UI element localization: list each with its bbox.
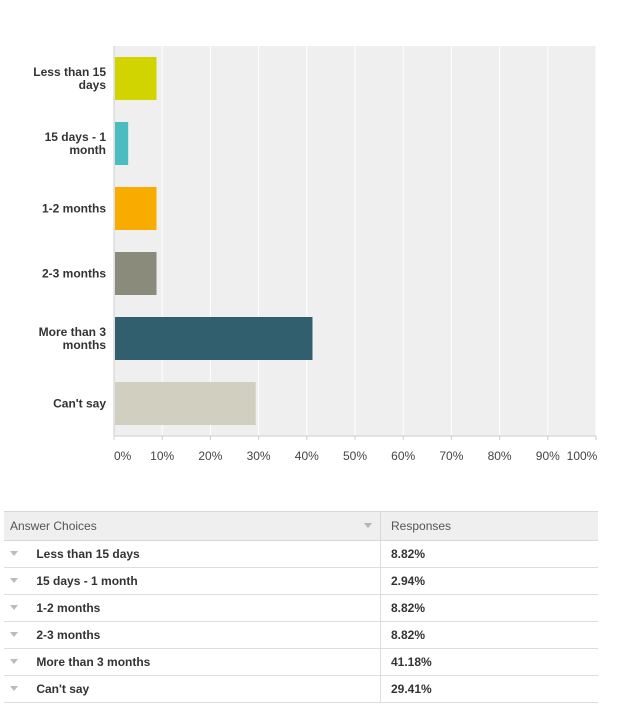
choice-label: Can't say (36, 682, 90, 696)
category-label: 15 days - 1 month (45, 130, 107, 157)
x-tick-label: 50% (343, 449, 367, 463)
bar (115, 317, 313, 360)
category-label-line: days (79, 78, 107, 92)
choice-label: 1-2 months (36, 601, 101, 615)
x-tick-label: 70% (439, 449, 463, 463)
category-label-line: months (63, 338, 107, 352)
bar (115, 382, 256, 425)
expand-arrow-icon[interactable] (10, 659, 18, 665)
table-row: 2-3 months 8.82% (4, 621, 598, 649)
response-value: 8.82% (380, 594, 598, 622)
x-tick-label: 30% (247, 449, 271, 463)
x-tick-label: 0% (114, 449, 132, 463)
choice-label: More than 3 months (36, 655, 151, 669)
x-tick-label: 10% (150, 449, 174, 463)
choice-cell: 15 days - 1 month (4, 567, 381, 595)
choice-cell: Can't say (4, 675, 381, 703)
table-row: More than 3 months 41.18% (4, 648, 598, 676)
bar (115, 122, 129, 165)
bar (115, 187, 157, 230)
category-label-line: Can't say (53, 397, 106, 411)
choice-label: Less than 15 days (36, 547, 140, 561)
grid-lines (161, 46, 597, 436)
table-row: 1-2 months 8.82% (4, 594, 598, 622)
category-label: 1-2 months (42, 202, 106, 216)
x-tick-label: 60% (391, 449, 415, 463)
x-tick-label: 20% (198, 449, 222, 463)
category-label-line: More than 3 (39, 325, 107, 339)
responses-header: Responses (380, 511, 598, 541)
category-label-line: month (69, 143, 106, 157)
answer-choices-header-label: Answer Choices (10, 519, 97, 533)
category-label: 2-3 months (42, 267, 106, 281)
responses-table: Answer Choices Responses Less than 15 da… (4, 511, 598, 703)
expand-arrow-icon[interactable] (10, 686, 18, 692)
table-row: 15 days - 1 month 2.94% (4, 567, 598, 595)
bar-chart: Less than 15 days 15 days - 1 month 1-2 mont… (33, 46, 598, 463)
category-labels: Less than 15 days 15 days - 1 month 1-2 mont… (33, 65, 106, 411)
x-axis-ticks: 0% 10% 20% 30% 40% 50% 60% 70% 80% 90% 100% (113, 436, 598, 463)
category-label-line: 15 days - 1 (45, 130, 107, 144)
choice-label: 2-3 months (36, 628, 101, 642)
expand-arrow-icon[interactable] (10, 605, 18, 611)
responses-table-container: Answer Choices Responses Less than 15 da… (4, 511, 598, 703)
category-label: Can't say (53, 397, 106, 411)
table-row: Can't say 29.41% (4, 675, 598, 703)
x-tick-label: 80% (488, 449, 512, 463)
category-label-line: 1-2 months (42, 202, 106, 216)
table-row: Less than 15 days 8.82% (4, 540, 598, 568)
responses-header-label: Responses (391, 519, 452, 533)
response-value: 8.82% (380, 621, 598, 649)
response-value: 8.82% (380, 540, 598, 568)
expand-arrow-icon[interactable] (10, 578, 18, 584)
expand-arrow-icon[interactable] (10, 632, 18, 638)
choice-cell: 2-3 months (4, 621, 381, 649)
expand-arrow-icon[interactable] (10, 551, 18, 557)
category-label: Less than 15 days (33, 65, 106, 92)
choice-label: 15 days - 1 month (36, 574, 138, 588)
response-value: 29.41% (380, 675, 598, 703)
choice-cell: More than 3 months (4, 648, 381, 676)
sort-arrow-icon[interactable] (364, 523, 372, 528)
category-label: More than 3 months (39, 325, 107, 352)
table-header-row: Answer Choices Responses (4, 511, 598, 541)
response-value: 2.94% (380, 567, 598, 595)
answer-choices-header[interactable]: Answer Choices (4, 511, 381, 541)
x-tick-label: 90% (536, 449, 560, 463)
x-tick-label: 100% (567, 449, 598, 463)
choice-cell: 1-2 months (4, 594, 381, 622)
category-label-line: Less than 15 (33, 65, 106, 79)
bar (115, 252, 157, 295)
bars (115, 57, 313, 425)
category-label-line: 2-3 months (42, 267, 106, 281)
response-value: 41.18% (380, 648, 598, 676)
x-tick-label: 40% (295, 449, 319, 463)
bar (115, 57, 157, 100)
choice-cell: Less than 15 days (4, 540, 381, 568)
